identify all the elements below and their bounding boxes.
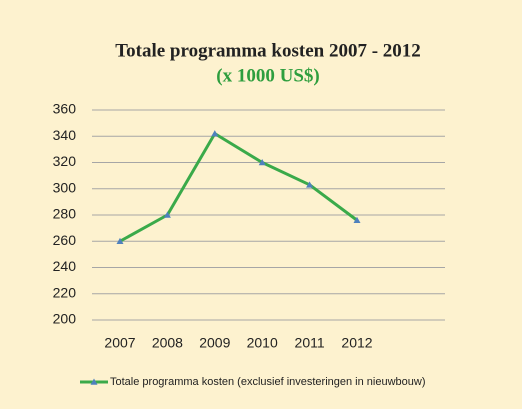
y-tick-label: 300 bbox=[53, 179, 77, 195]
y-tick-label: 260 bbox=[53, 232, 77, 248]
x-tick-label: 2008 bbox=[152, 335, 183, 351]
data-point bbox=[211, 130, 219, 137]
legend-marker bbox=[90, 378, 98, 385]
y-tick-label: 320 bbox=[53, 153, 77, 169]
x-tick-label: 2011 bbox=[295, 335, 325, 351]
y-tick-label: 280 bbox=[53, 206, 77, 222]
x-tick-label: 2012 bbox=[341, 335, 372, 351]
chart-title: Totale programma kosten 2007 - 2012 bbox=[115, 40, 421, 61]
data-point bbox=[258, 159, 266, 166]
data-line bbox=[119, 132, 358, 243]
legend-label: Totale programma kosten (exclusief inves… bbox=[110, 376, 426, 388]
data-point bbox=[163, 211, 171, 218]
data-point bbox=[353, 216, 361, 224]
data-point bbox=[306, 181, 314, 188]
x-tick-label: 2007 bbox=[104, 335, 135, 351]
y-tick-label: 220 bbox=[53, 284, 77, 300]
chart-subtitle: (x 1000 US$) bbox=[216, 65, 319, 86]
y-tick-label: 240 bbox=[53, 258, 77, 274]
y-tick-label: 200 bbox=[53, 311, 77, 327]
x-tick-label: 2010 bbox=[247, 335, 278, 351]
data-point bbox=[116, 237, 124, 245]
y-tick-label: 340 bbox=[53, 127, 77, 143]
y-tick-label: 360 bbox=[53, 101, 77, 117]
x-tick-label: 2009 bbox=[199, 335, 230, 351]
